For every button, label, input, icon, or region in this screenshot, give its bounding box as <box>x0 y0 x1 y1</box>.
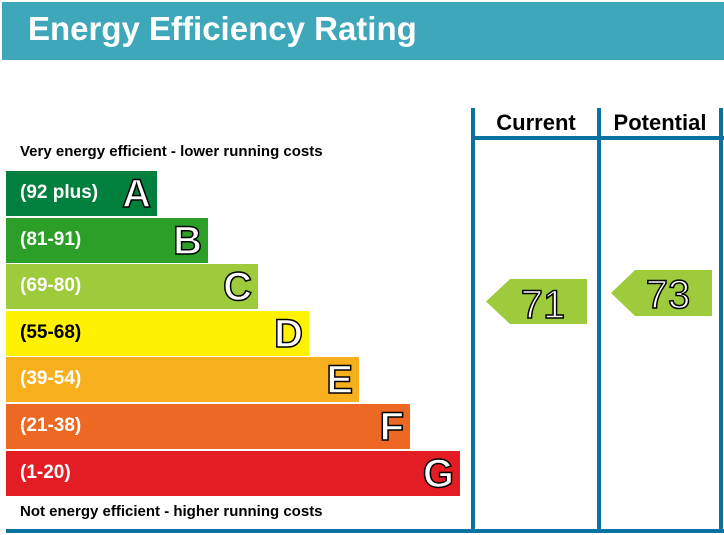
band-range: (92 plus) <box>20 182 99 203</box>
band-g: (1-20) G <box>6 450 460 497</box>
column-divider <box>597 108 601 532</box>
potential-rating-value: 73 <box>646 273 691 316</box>
band-letter: D <box>273 311 303 357</box>
band-letter: C <box>222 264 252 310</box>
current-rating-arrow: 71 <box>486 279 587 324</box>
column-divider <box>719 108 723 532</box>
band-range: (81-91) <box>20 228 82 250</box>
band-letter: F <box>379 404 405 450</box>
column-divider <box>471 108 475 532</box>
chart-title: Energy Efficiency Rating <box>28 10 417 47</box>
potential-rating-arrow: 73 <box>611 270 712 316</box>
band-range: (55-68) <box>20 321 82 343</box>
band-b: (81-91) B <box>6 217 208 264</box>
current-column-header: Current <box>496 110 576 135</box>
band-letter: G <box>422 451 455 497</box>
current-rating-value: 71 <box>521 283 566 324</box>
potential-column-header: Potential <box>613 110 707 135</box>
band-a: (92 plus) A <box>6 171 157 217</box>
title-bar: Energy Efficiency Rating <box>2 2 724 60</box>
band-range: (21-38) <box>20 415 82 436</box>
top-label: Very energy efficient - lower running co… <box>20 143 323 160</box>
band-letter: B <box>172 218 202 264</box>
band-range: (69-80) <box>20 275 82 297</box>
band-d: (55-68) D <box>6 310 309 357</box>
header-divider <box>472 136 724 140</box>
bottom-border <box>6 529 724 533</box>
band-letter: E <box>326 358 354 404</box>
band-range: (39-54) <box>20 368 82 390</box>
band-e: (39-54) E <box>6 357 359 404</box>
bottom-label: Not energy efficient - higher running co… <box>20 503 323 520</box>
band-c: (69-80) C <box>6 264 258 310</box>
band-letter: A <box>121 171 151 217</box>
band-f: (21-38) F <box>6 404 410 450</box>
band-range: (1-20) <box>20 461 71 483</box>
